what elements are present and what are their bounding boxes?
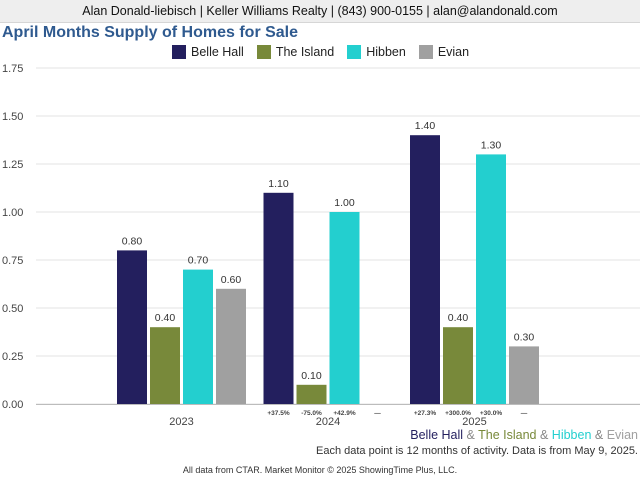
legend-label: The Island	[275, 45, 335, 59]
market-name: Evian	[606, 428, 638, 442]
legend-swatch	[347, 45, 362, 59]
contact-header-text: Alan Donald-liebisch | Keller Williams R…	[82, 4, 558, 18]
data-label: 0.40	[155, 312, 176, 324]
market-name: Belle Hall	[410, 428, 464, 442]
legend-item: Hibben	[347, 45, 406, 59]
market-separator: &	[463, 428, 479, 442]
y-tick-label: 1.75	[2, 63, 23, 75]
bar	[263, 192, 294, 404]
legend-label: Hibben	[366, 45, 406, 59]
legend-swatch	[256, 45, 271, 59]
data-label: 0.70	[188, 255, 209, 267]
data-label: 1.10	[268, 178, 289, 190]
legend-swatch	[172, 45, 186, 59]
data-label: 1.40	[415, 120, 436, 132]
legend-swatch	[418, 45, 433, 59]
contact-header-bar: Alan Donald-liebisch | Keller Williams R…	[0, 0, 640, 23]
legend-label: Evian	[437, 45, 470, 59]
market-list: Belle Hall & The Island & Hibben & Evian	[410, 428, 638, 442]
bar	[183, 269, 213, 404]
legend-label: Belle Hall	[191, 45, 244, 59]
data-label: 0.30	[514, 331, 535, 343]
x-tick-label: 2025	[462, 416, 486, 428]
change-label: +42.9%	[333, 410, 355, 417]
y-tick-label: 0.50	[2, 303, 23, 315]
data-label: 0.10	[301, 370, 322, 382]
data-label: 0.60	[221, 274, 242, 286]
chart-title: April Months Supply of Homes for Sale	[2, 24, 299, 41]
data-label: 1.00	[334, 197, 355, 209]
change-label: +30.0%	[480, 410, 502, 417]
change-label: —	[374, 410, 381, 417]
data-label: 0.80	[122, 235, 143, 247]
change-label: -75.0%	[301, 410, 322, 417]
y-tick-label: 1.25	[2, 159, 23, 171]
data-note: Each data point is 12 months of activity…	[315, 445, 638, 457]
bar	[443, 327, 473, 404]
change-label: +27.3%	[414, 410, 436, 417]
y-tick-label: 0.75	[2, 255, 23, 267]
market-separator: &	[536, 428, 552, 442]
y-tick-label: 1.50	[2, 111, 23, 123]
chart-legend: Belle Hall The Island Hibben Evian	[172, 45, 482, 59]
y-tick-label: 0.00	[2, 399, 23, 411]
change-label: +300.0%	[445, 410, 471, 417]
bar	[296, 384, 327, 404]
data-label: 1.30	[481, 139, 502, 151]
x-tick-label: 2024	[316, 416, 340, 428]
bar	[329, 212, 360, 404]
market-name: The Island	[478, 428, 537, 442]
change-label: +37.5%	[267, 410, 289, 417]
market-name: Hibben	[551, 428, 592, 442]
x-tick-label: 2023	[169, 416, 193, 428]
change-label: —	[521, 410, 528, 417]
bar	[509, 346, 539, 404]
bar	[476, 154, 506, 404]
data-label: 0.40	[448, 312, 469, 324]
y-tick-label: 0.25	[2, 351, 23, 363]
market-separator: &	[591, 428, 607, 442]
legend-item: Evian	[418, 45, 470, 59]
y-tick-label: 1.00	[2, 207, 23, 219]
footer-credit: All data from CTAR. Market Monitor © 202…	[182, 465, 458, 475]
legend-item: The Island	[256, 45, 335, 59]
bar	[410, 135, 440, 404]
bar	[216, 288, 246, 404]
bar	[117, 250, 147, 404]
bar	[150, 327, 180, 404]
legend-item: Belle Hall	[172, 45, 244, 59]
